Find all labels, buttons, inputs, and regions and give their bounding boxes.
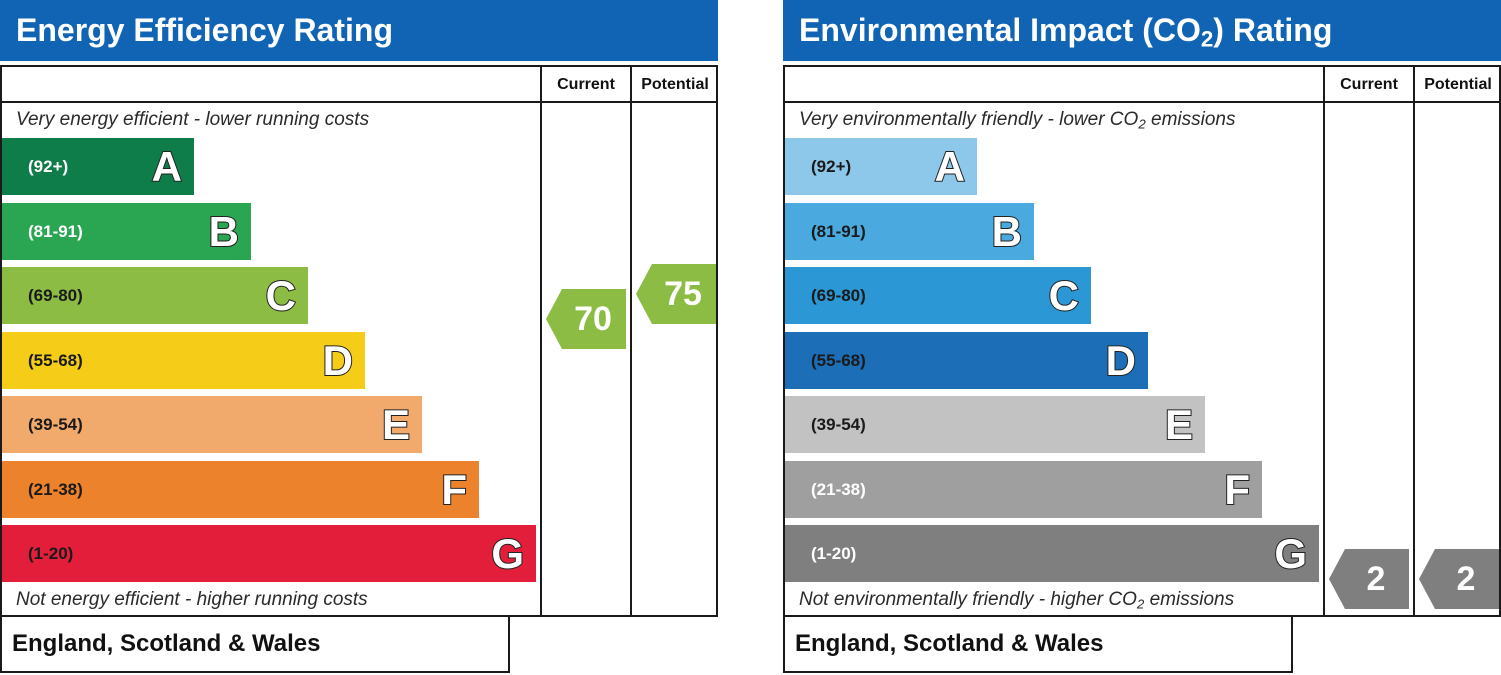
environment-title-post: ) Rating (1213, 12, 1333, 48)
environment-band-letter: E (1164, 400, 1194, 449)
environment-band-range: (21-38) (811, 480, 866, 499)
environment-header-divider-columns (1323, 101, 1501, 103)
environment-header-divider (785, 101, 1325, 103)
environment-band-g: (1-20) G (785, 525, 1319, 582)
environment-band-letter: G (1273, 529, 1308, 578)
environment-bottom-desc-post: emissions (1144, 589, 1235, 610)
environment-potential-rating: 2 (1419, 549, 1499, 609)
energy-efficiency-panel: Energy Efficiency Rating Current Potenti… (0, 0, 718, 675)
environment-footer-region: England, Scotland & Wales (783, 617, 1293, 673)
energy-band-letter: G (490, 529, 525, 578)
energy-band-range: (81-91) (28, 222, 83, 241)
energy-band-e: (39-54) E (2, 396, 422, 453)
energy-potential-divider (630, 101, 632, 615)
environment-band-letter: C (1048, 271, 1080, 320)
environment-band-e: (39-54) E (785, 396, 1205, 453)
environmental-impact-panel: Environmental Impact (CO2) Rating Curren… (783, 0, 1501, 675)
energy-band-range: (1-20) (28, 544, 74, 563)
energy-footer-region: England, Scotland & Wales (0, 617, 510, 673)
energy-band-letter: F (440, 465, 468, 514)
environment-bottom-desc-pre: Not environmentally friendly - higher CO (799, 589, 1137, 610)
energy-band-c: (69-80) C (2, 267, 308, 324)
energy-current-divider (540, 101, 542, 615)
environment-top-desc-pre: Very environmentally friendly - lower CO (799, 109, 1139, 130)
environment-chart-frame: Current Potential Very environmentally f… (783, 65, 1501, 617)
energy-band-range: (69-80) (28, 286, 83, 305)
environment-band-d: (55-68) D (785, 332, 1148, 389)
environment-title-sub: 2 (1200, 26, 1214, 52)
energy-top-description: Very energy efficient - lower running co… (16, 109, 370, 130)
energy-band-f: (21-38) F (2, 461, 479, 518)
energy-band-range: (21-38) (28, 480, 83, 499)
environment-band-range: (81-91) (811, 222, 866, 241)
environment-current-header: Current (1323, 67, 1413, 103)
environment-potential-header: Potential (1413, 67, 1501, 103)
energy-band-letter: E (381, 400, 411, 449)
energy-title: Energy Efficiency Rating (0, 0, 718, 61)
environment-band-letter: F (1223, 465, 1251, 514)
environment-bottom-desc-sub: 2 (1136, 596, 1145, 612)
environment-title-pre: Environmental Impact (CO (799, 12, 1201, 48)
environment-band-letter: B (991, 207, 1023, 256)
energy-band-g: (1-20) G (2, 525, 536, 582)
energy-potential-rating: 75 (636, 264, 716, 324)
energy-band-b: (81-91) B (2, 203, 251, 260)
environment-band-b: (81-91) B (785, 203, 1034, 260)
energy-band-range: (92+) (28, 157, 69, 176)
energy-band-letter: D (322, 336, 354, 385)
environment-band-c: (69-80) C (785, 267, 1091, 324)
environment-title: Environmental Impact (CO2) Rating (783, 0, 1501, 61)
energy-band-d: (55-68) D (2, 332, 365, 389)
environment-top-description: Very environmentally friendly - lower CO… (799, 109, 1235, 131)
energy-band-range: (55-68) (28, 351, 83, 370)
energy-band-letter: C (265, 271, 297, 320)
environment-potential-divider (1413, 101, 1415, 615)
energy-current-header: Current (540, 67, 630, 103)
environment-top-desc-post: emissions (1145, 109, 1236, 130)
energy-potential-header: Potential (630, 67, 718, 103)
environment-current-rating: 2 (1329, 549, 1409, 609)
environment-band-range: (92+) (811, 157, 852, 176)
environment-band-range: (69-80) (811, 286, 866, 305)
environment-band-range: (39-54) (811, 415, 866, 434)
energy-band-letter: B (208, 207, 240, 256)
environment-bottom-description: Not environmentally friendly - higher CO… (799, 589, 1234, 611)
environment-band-range: (1-20) (811, 544, 857, 563)
environment-band-letter: A (934, 142, 966, 191)
environment-band-letter: D (1105, 336, 1137, 385)
energy-current-rating: 70 (546, 289, 626, 349)
energy-chart-frame: Current Potential Very energy efficient … (0, 65, 718, 617)
energy-bottom-description: Not energy efficient - higher running co… (16, 589, 368, 610)
environment-band-range: (55-68) (811, 351, 866, 370)
energy-header-divider-columns (540, 101, 718, 103)
energy-band-letter: A (151, 142, 183, 191)
environment-current-divider (1323, 101, 1325, 615)
energy-band-a: (92+) A (2, 138, 194, 195)
environment-top-desc-sub: 2 (1138, 116, 1146, 132)
environment-band-a: (92+) A (785, 138, 977, 195)
energy-header-divider (2, 101, 542, 103)
environment-band-f: (21-38) F (785, 461, 1262, 518)
energy-band-range: (39-54) (28, 415, 83, 434)
